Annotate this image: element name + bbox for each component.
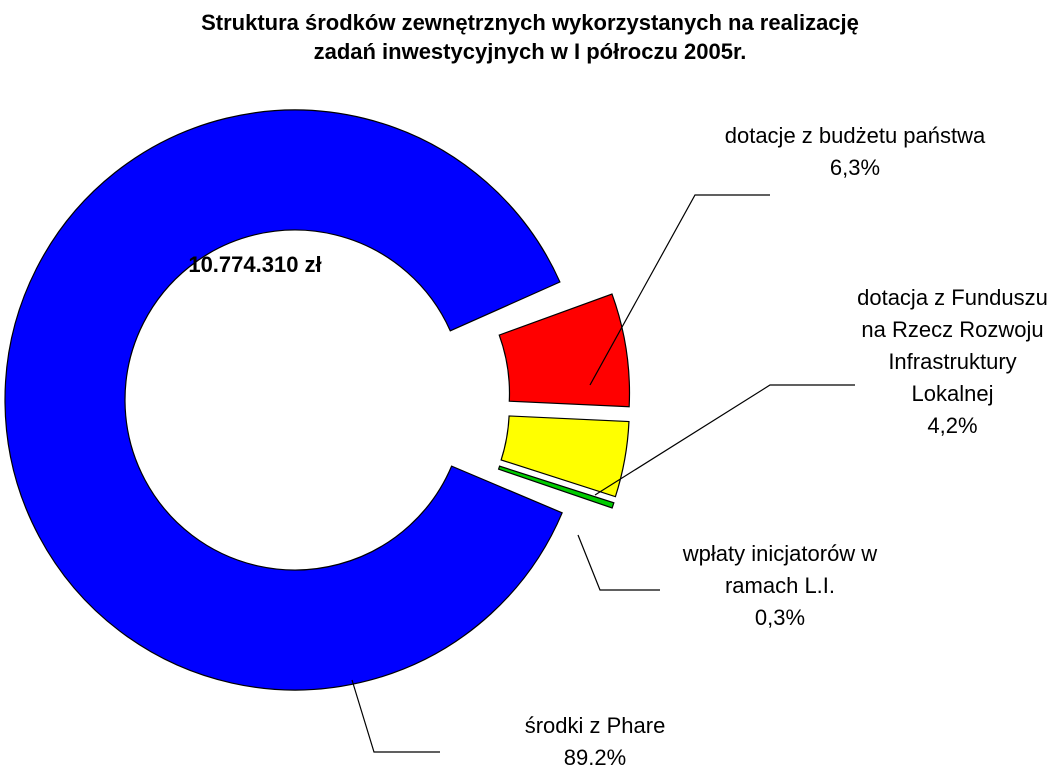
leader-line (594, 384, 855, 496)
leader-line (589, 194, 770, 386)
slice-label: wpłaty inicjatorów w ramach L.I. 0,3% (655, 538, 905, 634)
slice (498, 293, 631, 408)
slice-label: dotacja z Funduszu na Rzecz Rozwoju Infr… (855, 282, 1050, 442)
slice (4, 109, 563, 691)
slice-label: dotacje z budżetu państwa 6,3% (720, 120, 990, 184)
slice (497, 465, 615, 509)
slice (500, 415, 630, 498)
value-label: 0,3% (754, 605, 806, 630)
value-label: 4,2% (927, 413, 978, 438)
value-label: 89.2% (563, 745, 627, 770)
chart-title: Struktura środków zewnętrznych wykorzyst… (201, 10, 859, 64)
slice-label: środki z Phare 89.2% (470, 710, 720, 773)
value-label: 6,3% (829, 155, 881, 180)
leader-line (351, 679, 440, 753)
leader-line (577, 534, 660, 591)
center-label: 10.774.310 zł (188, 252, 322, 277)
